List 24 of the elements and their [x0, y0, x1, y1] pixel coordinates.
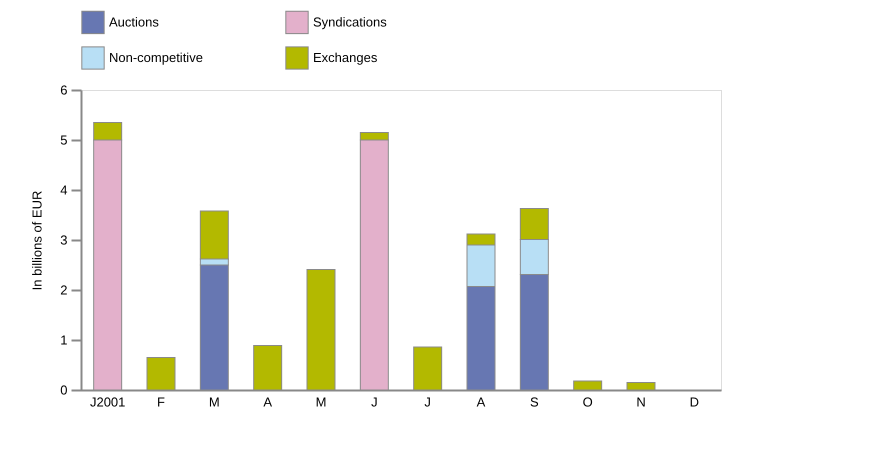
- x-tick-label: A: [476, 394, 486, 410]
- x-tick-label: O: [582, 394, 593, 410]
- x-tick-label: N: [636, 394, 646, 410]
- legend-label: Non-competitive: [109, 50, 203, 65]
- x-tick-label: M: [316, 394, 326, 410]
- y-tick-label: 1: [60, 332, 68, 348]
- x-tick-label: J2001: [90, 394, 126, 410]
- y-tick-label: 0: [60, 382, 68, 398]
- y-tick-label: 5: [60, 132, 68, 148]
- x-tick-label: J: [371, 394, 378, 410]
- y-tick-label: 4: [60, 182, 68, 198]
- x-tick-label: J: [424, 394, 431, 410]
- x-tick-label: F: [157, 394, 166, 410]
- y-tick-label: 3: [60, 232, 68, 248]
- y-tick-label: 2: [60, 282, 68, 298]
- legend-label: Syndications: [313, 14, 388, 30]
- x-tick-label: D: [690, 394, 700, 410]
- x-tick-label: M: [208, 394, 220, 410]
- y-tick-label: 6: [60, 82, 68, 98]
- x-tick-label: A: [263, 394, 272, 410]
- y-axis-title: In billions of EUR: [29, 190, 44, 290]
- x-tick-label: S: [530, 394, 539, 410]
- legend-label: Auctions: [109, 14, 160, 30]
- legend-label: Exchanges: [313, 50, 378, 65]
